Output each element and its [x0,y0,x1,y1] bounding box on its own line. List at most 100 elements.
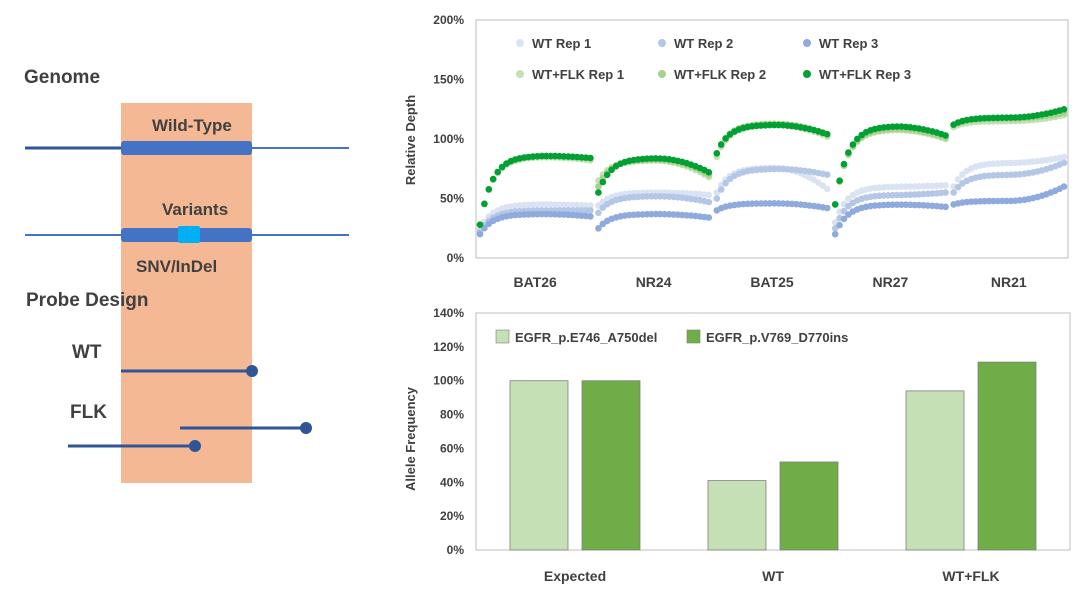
plot-frame [475,19,1069,259]
data-point [485,186,493,193]
bar [977,361,1037,551]
data-point [845,149,852,156]
wild-type-label: Wild-Type [152,116,232,135]
y-tick-label: 100% [433,374,464,388]
relative-depth-legend: WT Rep 1 WT Rep 2 WT Rep 3 WT+FLK Rep 1 WT+F… [516,36,911,82]
data-point [831,201,839,208]
x-category-label: WT [762,568,784,584]
legend-label: WT Rep 3 [819,36,878,51]
y-tick-label: 150% [433,73,464,87]
legend-label: EGFR_p.V769_D770ins [706,330,848,345]
data-point [489,175,497,183]
data-point [603,171,611,179]
data-point [831,230,839,238]
flk-probe-end-right [300,422,312,434]
x-category-label: NR24 [636,274,672,290]
data-point [722,135,729,142]
wild-type-segment [121,141,252,155]
allele-frequency-bars [509,361,1037,551]
data-point [823,204,831,212]
relative-depth-axes: 0% 50% 100% 150% 200% BAT26 NR24 BAT25 NR27 NR21 [433,13,1069,290]
legend-label: WT+FLK Rep 2 [674,67,766,82]
x-category-label: NR27 [873,274,909,290]
data-point [713,195,721,202]
legend-swatch [686,329,701,344]
data-point [599,204,607,211]
data-point [481,200,488,208]
flk-probe-end-left [189,440,201,452]
allele-frequency-axes: 0% 20% 40% 60% 80% 100% 120% 140% Expected WT WT+F… [433,306,1071,584]
bar [581,380,641,551]
data-point [950,189,957,196]
wt-probe-label: WT [72,342,102,363]
data-point [587,202,594,209]
legend-marker [658,70,666,78]
legend-label: WT Rep 2 [674,36,733,51]
y-tick-label: 120% [433,340,464,354]
data-point [942,182,949,189]
legend-marker [803,70,811,78]
allele-frequency-ylabel: Allele Frequency [403,386,418,491]
data-point [954,183,962,191]
data-point [1060,106,1068,113]
flk-probe-label: FLK [70,402,107,423]
data-point [942,203,949,211]
data-point [954,176,962,183]
data-point [498,163,506,171]
allele-frequency-legend: EGFR_p.E746_A750del EGFR_p.V769_D770ins [495,329,848,345]
bar [779,461,839,551]
data-point [717,141,725,148]
data-point [494,168,501,176]
bar [509,380,569,551]
x-category-label: Expected [544,568,606,584]
y-tick-label: 100% [433,132,464,146]
data-point [595,209,602,217]
bar [707,480,767,551]
data-point [849,141,857,148]
data-point [823,130,831,138]
relative-depth-ylabel: Relative Depth [403,95,418,185]
legend-label: EGFR_p.E746_A750del [515,330,657,345]
data-point [599,178,607,186]
legend-swatch [495,329,510,344]
y-tick-label: 140% [433,306,464,320]
y-tick-label: 60% [440,441,464,455]
snv-indel-marker [178,226,200,243]
bar [905,390,965,551]
data-point [595,189,602,196]
legend-marker [658,39,666,47]
data-point [959,171,966,178]
data-point [476,221,484,228]
legend-marker [516,39,524,47]
x-category-label: BAT26 [514,274,558,290]
data-point [840,215,848,223]
data-point [705,214,713,221]
data-point [942,132,949,139]
data-point [476,230,484,238]
legend-label: WT+FLK Rep 1 [532,67,624,82]
genome-label: Genome [24,67,100,88]
data-point [845,195,852,202]
data-point [713,150,721,157]
variants-label: Variants [162,200,228,219]
y-tick-label: 40% [440,475,464,489]
probe-design-schematic: Genome Wild-Type Variants SNV/InDel Prob… [24,67,349,483]
x-category-label: NR21 [991,274,1027,290]
snv-indel-label: SNV/InDel [136,257,217,276]
data-point [587,213,594,220]
y-tick-label: 200% [433,13,464,27]
data-point [705,169,713,176]
data-point [840,160,848,168]
probe-design-label: Probe Design [26,290,148,311]
data-point [595,183,602,190]
data-point [836,177,843,184]
y-tick-label: 20% [440,509,464,523]
relative-depth-chart: Relative Depth 0% 50% 100% 150% 200% BAT26 NR2… [403,13,1069,290]
y-tick-label: 0% [447,251,465,265]
data-point [717,186,725,193]
legend-marker [516,70,524,78]
data-point [823,185,831,193]
x-category-label: BAT25 [750,274,794,290]
data-point [587,207,594,214]
data-point [1060,183,1068,190]
